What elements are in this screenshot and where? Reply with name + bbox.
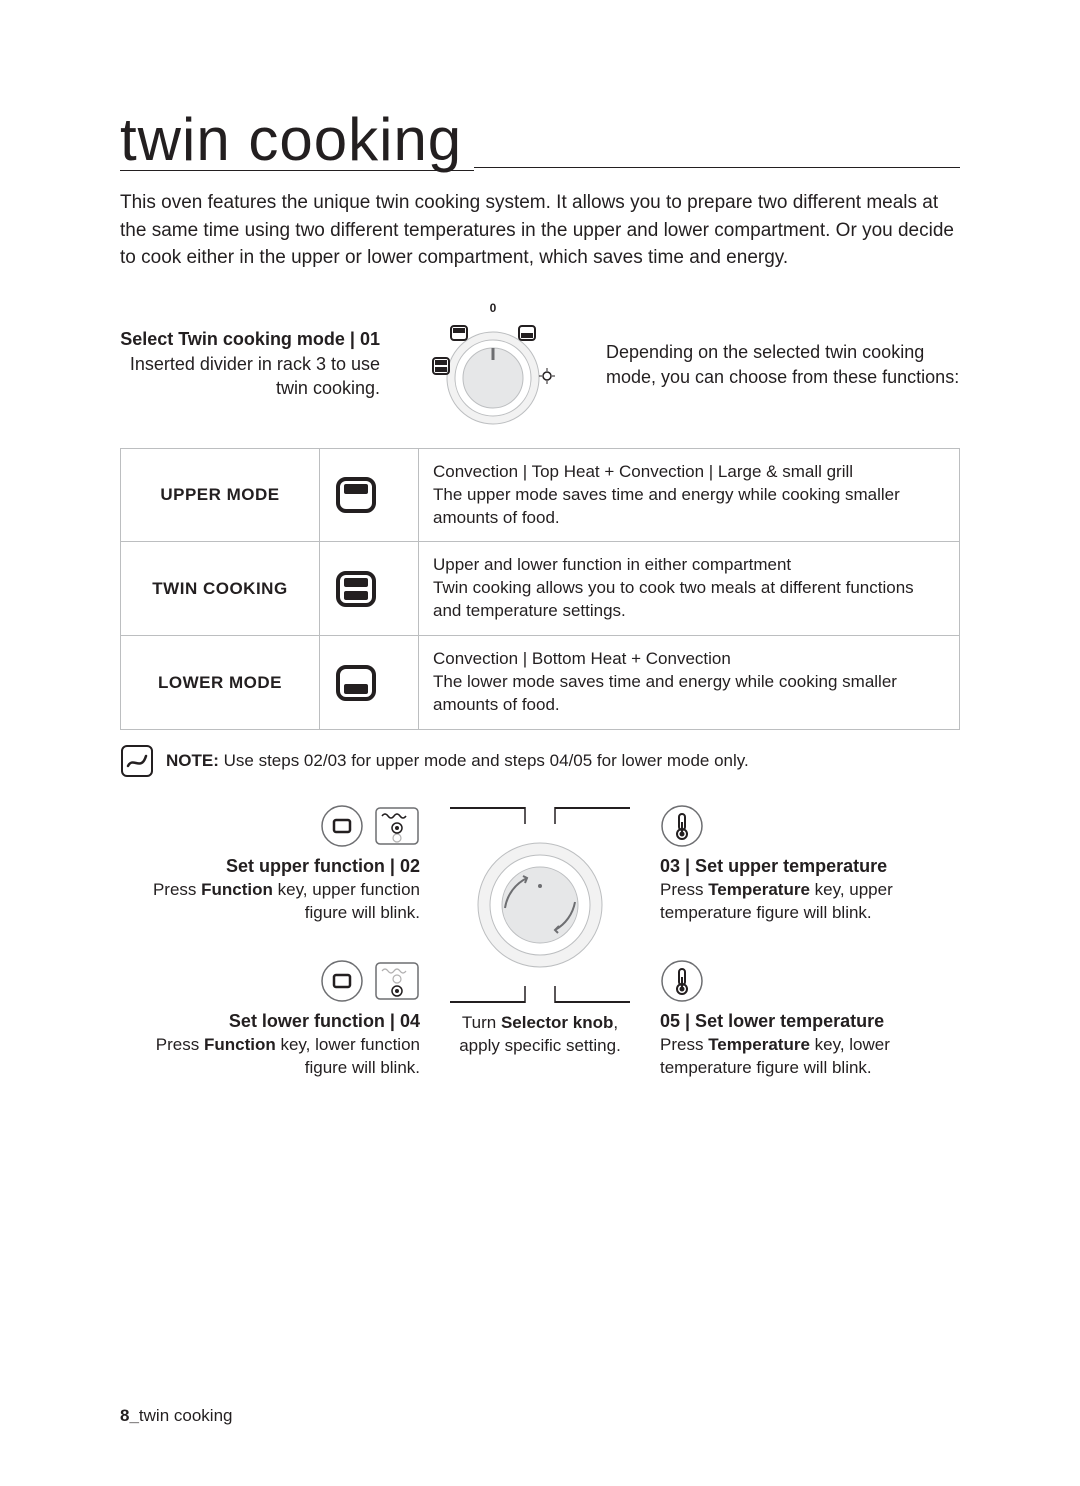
step-01-row: Select Twin cooking mode | 01 Inserted d… xyxy=(120,300,960,430)
intro-text: This oven features the unique twin cooki… xyxy=(120,189,960,272)
dial-zero-label: 0 xyxy=(490,301,497,315)
note-row: NOTE: Use steps 02/03 for upper mode and… xyxy=(120,744,960,778)
mode-name: TWIN COOKING xyxy=(121,542,320,636)
step-04-body: Press Function key, lower function figur… xyxy=(120,1034,420,1080)
page-footer: 8_twin cooking xyxy=(120,1406,232,1426)
step-01-title: Select Twin cooking mode | 01 xyxy=(120,329,380,350)
step-02-body: Press Function key, upper function figur… xyxy=(120,879,420,925)
temperature-key-upper-icon xyxy=(660,804,704,848)
connector-top xyxy=(450,804,630,830)
mode-name: LOWER MODE xyxy=(121,636,320,730)
upper-mode-icon xyxy=(320,448,419,542)
function-key-lower-icons xyxy=(320,959,420,1003)
step-05-title: 05 | Set lower temperature xyxy=(660,1011,960,1032)
lower-mode-icon xyxy=(320,636,419,730)
step-03-title: 03 | Set upper temperature xyxy=(660,856,960,877)
selector-knob-icon xyxy=(465,830,615,980)
note-icon xyxy=(120,744,154,778)
note-label: NOTE: xyxy=(166,751,219,770)
note-text: Use steps 02/03 for upper mode and steps… xyxy=(224,751,749,770)
mode-dial-icon: 0 xyxy=(413,300,573,430)
table-row: LOWER MODE Convection | Bottom Heat + Co… xyxy=(121,636,960,730)
table-row: UPPER MODE Convection | Top Heat + Conve… xyxy=(121,448,960,542)
mode-desc: Convection | Bottom Heat + ConvectionThe… xyxy=(419,636,960,730)
center-body: Turn Selector knob, apply specific setti… xyxy=(450,1012,630,1058)
step-03-body: Press Temperature key, upper temperature… xyxy=(660,879,960,925)
twin-cooking-icon xyxy=(320,542,419,636)
mode-desc: Upper and lower function in either compa… xyxy=(419,542,960,636)
function-key-upper-icons xyxy=(320,804,420,848)
page-title: twin cooking xyxy=(120,110,474,171)
table-row: TWIN COOKING Upper and lower function in… xyxy=(121,542,960,636)
temperature-key-lower-icon xyxy=(660,959,704,1003)
step-04-title: Set lower function | 04 xyxy=(120,1011,420,1032)
step-01-right-text: Depending on the selected twin cooking m… xyxy=(606,340,960,389)
mode-desc: Convection | Top Heat + Convection | Lar… xyxy=(419,448,960,542)
step-01-sub: Inserted divider in rack 3 to use twin c… xyxy=(120,352,380,401)
step-02-title: Set upper function | 02 xyxy=(120,856,420,877)
connector-bottom xyxy=(450,980,630,1006)
step-05-body: Press Temperature key, lower temperature… xyxy=(660,1034,960,1080)
mode-name: UPPER MODE xyxy=(121,448,320,542)
title-rule xyxy=(474,167,960,168)
modes-table: UPPER MODE Convection | Top Heat + Conve… xyxy=(120,448,960,730)
